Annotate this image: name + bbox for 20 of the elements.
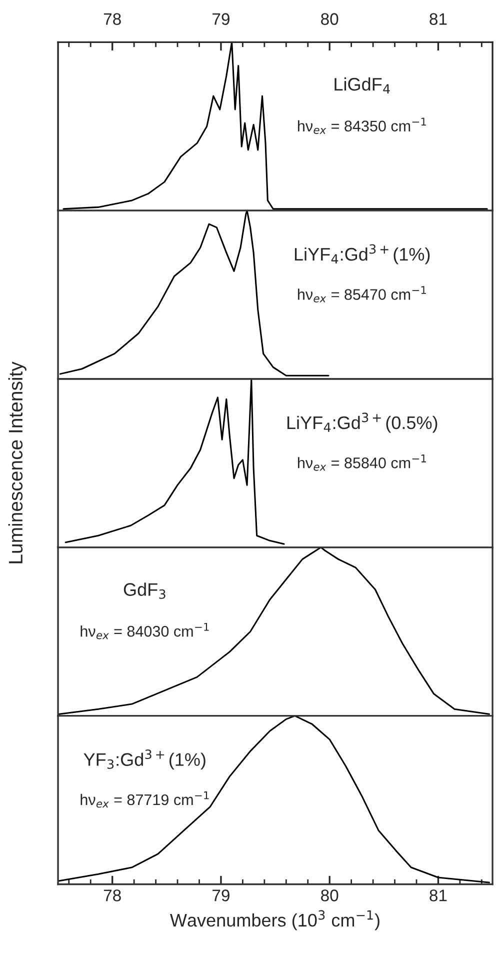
x2-tick-label: 81 <box>430 13 447 25</box>
x-tick-label: 80 <box>321 890 338 902</box>
annotation: hν$_{ex}$ = 84350 cm$^{−1}$ <box>298 118 426 134</box>
x-axis-title: Wavenumbers (10$^{3}$ cm$^{−1}$) <box>170 910 380 930</box>
annotation: hν$_{ex}$ = 87719 cm$^{−1}$ <box>80 791 209 808</box>
annotation: GdF$_{3}$ <box>124 582 166 599</box>
annotation: hν$_{ex}$ = 85840 cm$^{−1}$ <box>298 454 426 471</box>
annotation: LiYF$_{4}$:Gd$^{3+}$(0.5%) <box>287 412 438 433</box>
x-tick-label: 81 <box>430 890 447 902</box>
x2-tick-label: 79 <box>212 13 230 25</box>
annotation: YF$_{3}$:Gd$^{3+}$(1%) <box>84 749 206 770</box>
annotation: LiYF$_{4}$:Gd$^{3+}$(1%) <box>294 244 430 264</box>
annotation: hν$_{ex}$ = 85470 cm$^{−1}$ <box>298 286 426 302</box>
x-tick-label: 79 <box>212 890 230 902</box>
x2-tick-label: 80 <box>321 13 338 25</box>
annotation: hν$_{ex}$ = 84030 cm$^{−1}$ <box>80 622 209 640</box>
y-axis-title: Luminescence Intensity <box>8 362 26 564</box>
annotation: LiGdF$_{4}$ <box>334 77 390 94</box>
x2-tick-label: 78 <box>104 13 121 25</box>
x-tick-label: 78 <box>104 890 121 902</box>
